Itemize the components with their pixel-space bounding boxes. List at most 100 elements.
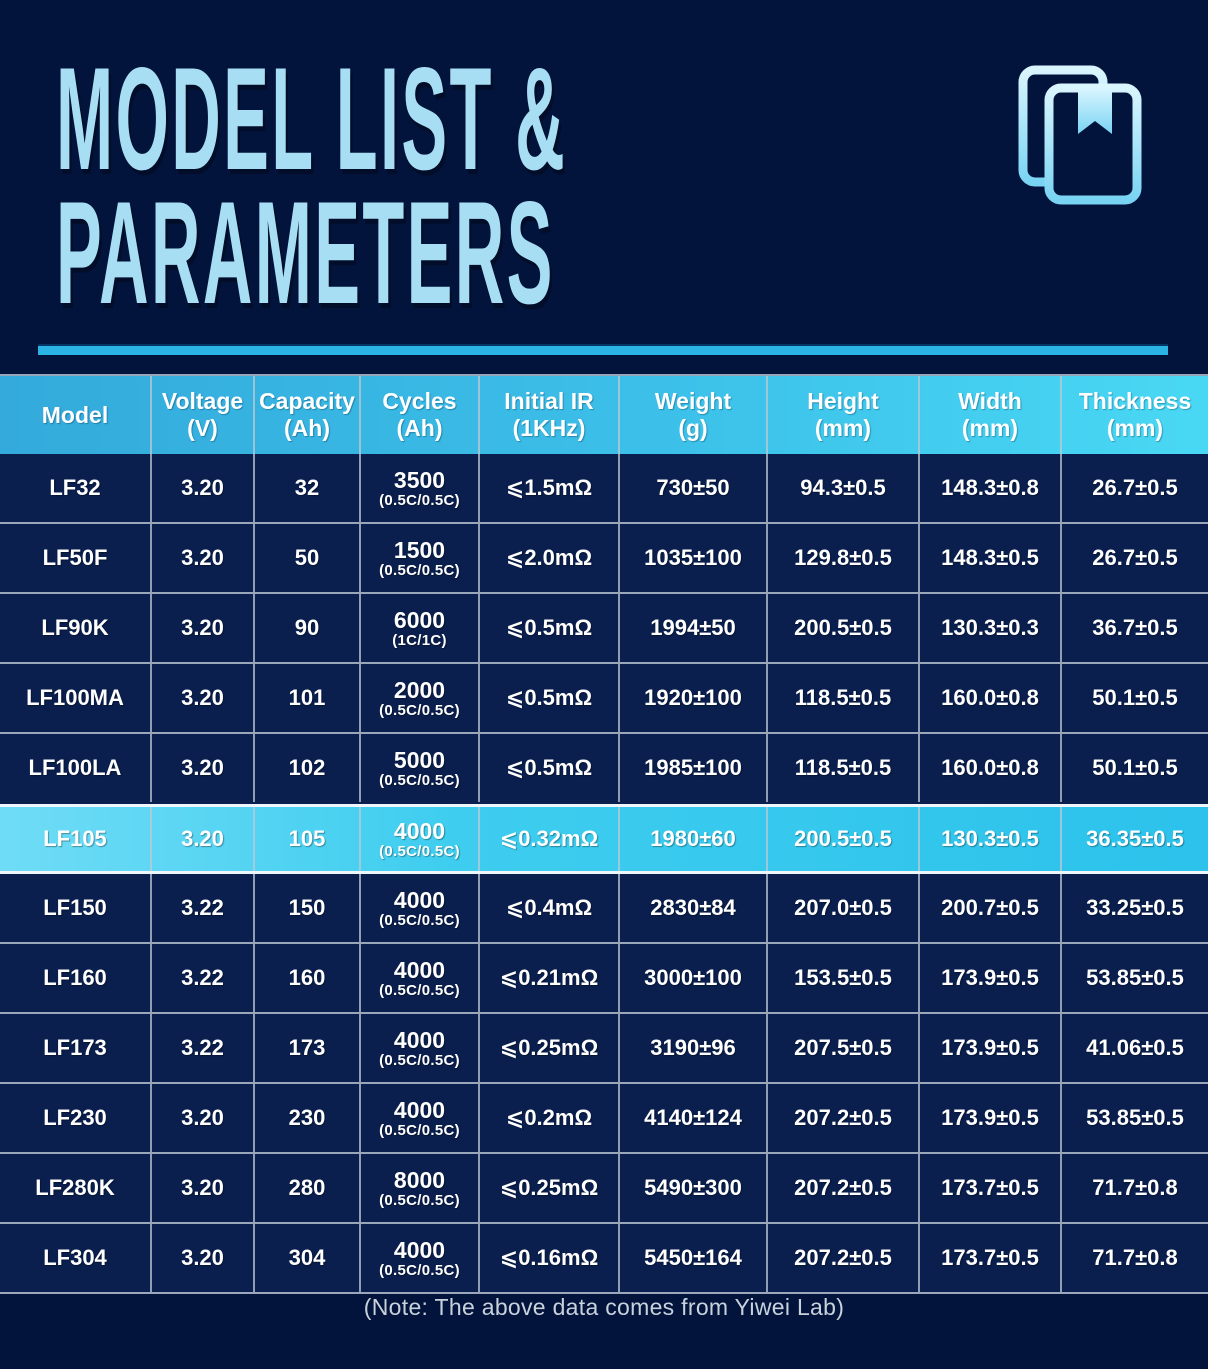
cell-capacity: 304 <box>255 1224 361 1292</box>
cell-height: 200.5±0.5 <box>768 594 920 662</box>
cell-voltage: 3.20 <box>152 594 255 662</box>
header-label: Weight <box>654 388 732 414</box>
cell-cycles: 8000 (0.5C/0.5C) <box>361 1154 480 1222</box>
cell-capacity: 102 <box>255 734 361 802</box>
cell-initial-ir: ⩽2.0mΩ <box>480 524 620 592</box>
cell-height: 200.5±0.5 <box>768 807 920 871</box>
table-row: LF173 3.22 173 4000 (0.5C/0.5C) ⩽0.25mΩ 3190±9… <box>0 1014 1208 1084</box>
cell-thickness: 36.7±0.5 <box>1092 615 1178 640</box>
header-unit: (Ah) <box>396 415 443 441</box>
cell-model: LF280K <box>0 1154 152 1222</box>
cell-height: 207.2±0.5 <box>768 1084 920 1152</box>
cell-model: LF100LA <box>0 734 152 802</box>
cell-thickness: 26.7±0.5 <box>1092 475 1178 500</box>
cell-width: 173.9±0.5 <box>920 1014 1062 1082</box>
header-cell-height: Height (mm) <box>768 376 920 454</box>
cell-capacity: 90 <box>255 594 361 662</box>
cell-cycles: 4000 (0.5C/0.5C) <box>361 807 480 871</box>
cell-width: 148.3±0.5 <box>920 524 1062 592</box>
cell-initial-ir: ⩽0.5mΩ <box>480 594 620 662</box>
cell-initial-ir: ⩽0.32mΩ <box>480 807 620 871</box>
cell-weight: 5490±300 <box>620 1154 768 1222</box>
cell-thickness: 50.1±0.5 <box>1092 685 1178 710</box>
table-row: LF280K 3.20 280 8000 (0.5C/0.5C) ⩽0.25mΩ 5490±… <box>0 1154 1208 1224</box>
table-row: LF160 3.22 160 4000 (0.5C/0.5C) ⩽0.21mΩ 3000±1… <box>0 944 1208 1014</box>
header-unit: (V) <box>187 415 218 441</box>
cell-capacity: 173 <box>255 1014 361 1082</box>
cell-voltage: 3.22 <box>152 874 255 942</box>
cell-cycles: 6000 (1C/1C) <box>361 594 480 662</box>
page-title-line2: PARAMETERS <box>56 171 555 334</box>
cell-cycles: 5000 (0.5C/0.5C) <box>361 734 480 802</box>
header-cell-voltage: Voltage (V) <box>152 376 255 454</box>
documents-icon <box>1018 65 1142 205</box>
cell-model: LF173 <box>0 1014 152 1082</box>
cell-model: LF100MA <box>0 664 152 732</box>
header-label: Capacity <box>259 388 355 414</box>
cell-cycles: 4000 (0.5C/0.5C) <box>361 1224 480 1292</box>
cell-voltage: 3.20 <box>152 524 255 592</box>
cell-width: 173.7±0.5 <box>920 1224 1062 1292</box>
cell-height: 118.5±0.5 <box>768 664 920 732</box>
header-cell-weight: Weight (g) <box>620 376 768 454</box>
cell-width: 173.7±0.5 <box>920 1154 1062 1222</box>
cell-width: 160.0±0.8 <box>920 734 1062 802</box>
table-header-row: Model Voltage (V) Capacity (Ah) Cycles (Ah) Ini… <box>0 376 1208 454</box>
cell-weight: 730±50 <box>620 454 768 522</box>
cell-width: 173.9±0.5 <box>920 1084 1062 1152</box>
cell-thickness: 36.35±0.5 <box>1086 826 1184 851</box>
table-row-highlighted: LF105 3.20 105 4000 (0.5C/0.5C) ⩽0.32mΩ 1980±6… <box>0 804 1208 874</box>
page-title: MODEL LIST & PARAMETERS <box>56 46 567 334</box>
cell-initial-ir: ⩽1.5mΩ <box>480 454 620 522</box>
cell-weight: 4140±124 <box>620 1084 768 1152</box>
cell-width: 160.0±0.8 <box>920 664 1062 732</box>
header-label: Voltage <box>161 388 244 414</box>
header-unit: (g) <box>678 415 708 441</box>
cell-voltage: 3.22 <box>152 944 255 1012</box>
cell-height: 94.3±0.5 <box>768 454 920 522</box>
model-parameters-table: Model Voltage (V) Capacity (Ah) Cycles (Ah) Ini… <box>0 374 1208 1294</box>
cell-voltage: 3.20 <box>152 1084 255 1152</box>
cell-capacity: 150 <box>255 874 361 942</box>
table-row: LF150 3.22 150 4000 (0.5C/0.5C) ⩽0.4mΩ 2830±84… <box>0 874 1208 944</box>
cell-weight: 1985±100 <box>620 734 768 802</box>
cell-voltage: 3.20 <box>152 454 255 522</box>
header-cell-thickness: Thickness (mm) <box>1062 376 1208 454</box>
cell-voltage: 3.20 <box>152 1154 255 1222</box>
cell-model: LF90K <box>0 594 152 662</box>
header-unit: (mm) <box>961 415 1019 441</box>
cell-capacity: 101 <box>255 664 361 732</box>
cell-width: 200.7±0.5 <box>920 874 1062 942</box>
cell-thickness: 71.7±0.8 <box>1092 1245 1178 1270</box>
cell-weight: 5450±164 <box>620 1224 768 1292</box>
cell-initial-ir: ⩽0.21mΩ <box>480 944 620 1012</box>
cell-height: 129.8±0.5 <box>768 524 920 592</box>
cell-capacity: 105 <box>255 807 361 871</box>
cell-initial-ir: ⩽0.25mΩ <box>480 1014 620 1082</box>
table-row: LF230 3.20 230 4000 (0.5C/0.5C) ⩽0.2mΩ 4140±12… <box>0 1084 1208 1154</box>
cell-initial-ir: ⩽0.4mΩ <box>480 874 620 942</box>
table-body: LF32 3.20 32 3500 (0.5C/0.5C) ⩽1.5mΩ 730±50 94.… <box>0 454 1208 1294</box>
cell-height: 207.2±0.5 <box>768 1224 920 1292</box>
cell-height: 207.2±0.5 <box>768 1154 920 1222</box>
cell-voltage: 3.20 <box>152 807 255 871</box>
cell-capacity: 280 <box>255 1154 361 1222</box>
table-row: LF32 3.20 32 3500 (0.5C/0.5C) ⩽1.5mΩ 730±50 94.… <box>0 454 1208 524</box>
cell-cycles: 2000 (0.5C/0.5C) <box>361 664 480 732</box>
cell-thickness: 53.85±0.5 <box>1086 965 1184 990</box>
header-label: Width <box>958 388 1022 414</box>
cell-height: 207.5±0.5 <box>768 1014 920 1082</box>
cell-initial-ir: ⩽0.16mΩ <box>480 1224 620 1292</box>
cell-weight: 1920±100 <box>620 664 768 732</box>
cell-thickness: 53.85±0.5 <box>1086 1105 1184 1130</box>
table-row: LF90K 3.20 90 6000 (1C/1C) ⩽0.5mΩ 1994±50 200.5… <box>0 594 1208 664</box>
cell-thickness: 26.7±0.5 <box>1092 545 1178 570</box>
cell-model: LF304 <box>0 1224 152 1292</box>
cell-model: LF230 <box>0 1084 152 1152</box>
cell-model: LF50F <box>0 524 152 592</box>
cell-width: 148.3±0.8 <box>920 454 1062 522</box>
cell-model: LF150 <box>0 874 152 942</box>
cell-width: 173.9±0.5 <box>920 944 1062 1012</box>
header-cell-width: Width (mm) <box>920 376 1062 454</box>
header-label: Model <box>41 401 109 428</box>
